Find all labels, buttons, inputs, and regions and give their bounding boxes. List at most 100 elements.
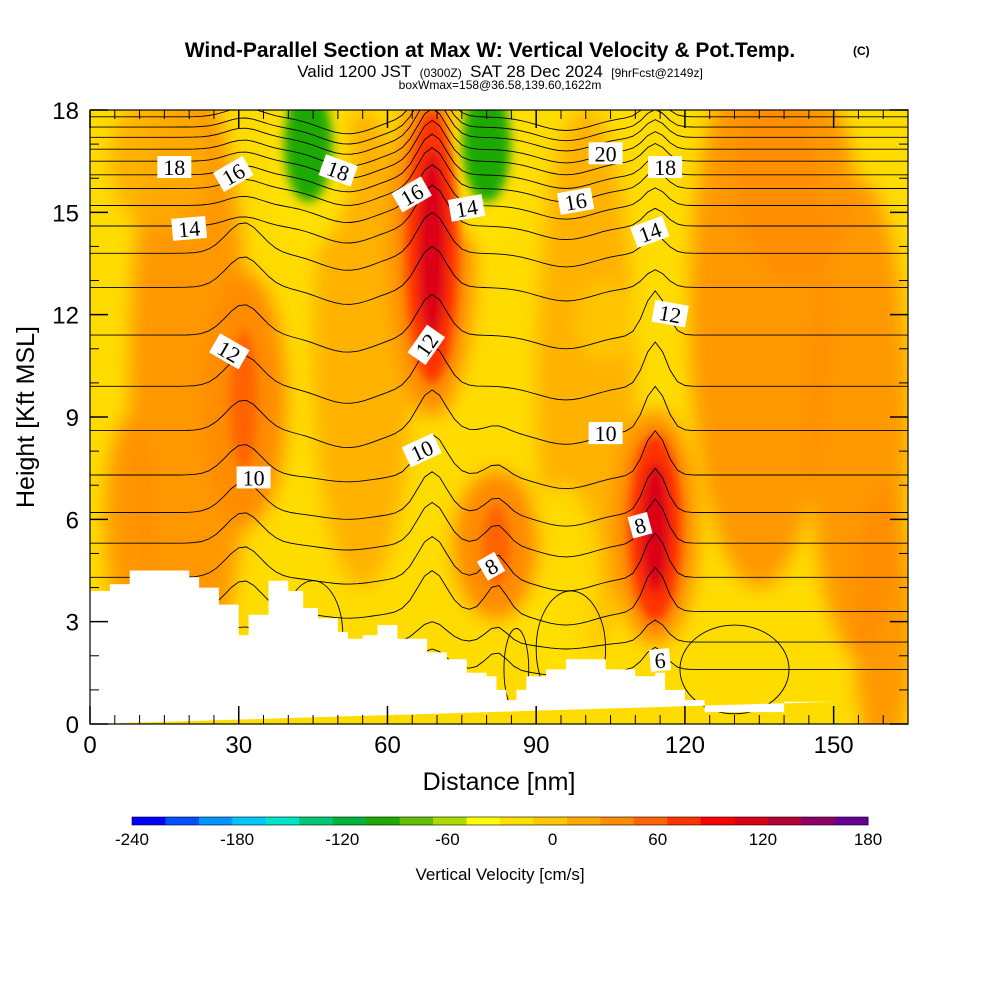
theta-contour-line <box>90 119 908 179</box>
field-cell <box>853 485 908 724</box>
x-tick-label: 60 <box>374 732 401 759</box>
colorbar-swatch <box>600 817 635 825</box>
contour-label-box <box>401 433 442 468</box>
theta-contour-line <box>90 467 908 527</box>
x-tick-label: 120 <box>665 732 705 759</box>
contour-label: 18 <box>157 155 192 180</box>
chart-subtitle: Valid 1200 JST (0300Z) SAT 28 Dec 2024 [… <box>297 62 703 81</box>
theta-contour-line <box>90 532 908 592</box>
contour-label-box <box>648 156 683 178</box>
contour-label-text: 10 <box>243 465 265 490</box>
colorbar-swatch <box>734 817 769 825</box>
colorbar-swatch <box>700 817 735 825</box>
y-tick-label: 18 <box>52 98 79 125</box>
contour-label-box <box>447 194 486 222</box>
x-tick-label: 30 <box>225 732 252 759</box>
field-cell <box>129 110 249 690</box>
colorbar <box>131 816 869 826</box>
chart-title: Wind-Parallel Section at Max W: Vertical… <box>185 39 796 62</box>
colorbar-swatch <box>834 817 869 825</box>
theta-contour-line <box>90 246 908 305</box>
y-tick-label: 0 <box>66 712 79 739</box>
colorbar-swatch <box>132 817 166 825</box>
contour-label-box <box>318 154 358 187</box>
contour-label-text: 14 <box>177 215 201 242</box>
colorbar-frame <box>131 816 869 826</box>
field-cell <box>104 416 155 622</box>
colorbar-tick-label: 0 <box>548 830 557 849</box>
y-axis-label: Height [Kft MSL] <box>12 326 40 508</box>
theta-contour-line <box>90 110 908 155</box>
colorbar-swatch <box>366 817 401 825</box>
theta-contour-line <box>90 184 908 244</box>
subtitle-utc: (0300Z) <box>420 66 462 80</box>
contour-label-box <box>209 333 250 370</box>
contour-label-box <box>627 512 653 539</box>
contour-label: 20 <box>588 141 623 166</box>
theta-contour-line <box>90 290 908 353</box>
contour-label-box <box>157 156 192 178</box>
field-cell <box>521 485 601 690</box>
subtitle-valid: Valid 1200 JST <box>297 62 411 81</box>
theta-contour-line <box>90 164 908 223</box>
theta-contour-line <box>90 566 908 626</box>
contour-label: 8 <box>476 551 506 581</box>
contour-label: 10 <box>236 465 271 490</box>
contour-label: 16 <box>556 187 595 216</box>
contour-label-text: 12 <box>657 300 683 328</box>
colorbar-swatch <box>466 817 501 825</box>
colorbar-swatch <box>667 817 702 825</box>
vertical-velocity-field <box>104 110 908 724</box>
contour-label: 12 <box>651 299 689 328</box>
y-tick-label: 12 <box>52 303 79 330</box>
colorbar-swatch <box>433 817 468 825</box>
x-tick-label: 150 <box>814 732 854 759</box>
x-tick-label: 0 <box>83 732 96 759</box>
theta-contour-line <box>90 498 908 558</box>
x-axis-label: Distance [nm] <box>423 768 576 796</box>
theta-contour-line <box>90 429 908 490</box>
colorbar-swatch <box>399 817 434 825</box>
colorbar-swatch <box>767 817 802 825</box>
subtitle-fcst: [9hrFcst@2149z] <box>611 66 703 80</box>
contour-label-text: 10 <box>595 421 617 446</box>
title-mark: (C) <box>853 44 870 58</box>
contour-label-box <box>476 551 506 581</box>
contour-label-text: 14 <box>454 194 480 222</box>
colorbar-swatch <box>232 817 267 825</box>
contour-label-text: 18 <box>654 155 676 180</box>
colorbar-swatch <box>801 817 836 825</box>
contour-label-box <box>171 215 208 241</box>
colorbar-swatch <box>332 817 367 825</box>
colorbar-tick-label: 120 <box>749 830 777 849</box>
colorbar-swatch <box>198 817 233 825</box>
colorbar-swatch <box>299 817 334 825</box>
downdraft-core <box>284 110 333 203</box>
axis-tick-labels: 0 30 60 90 120 150 0 3 6 9 12 15 18 <box>52 98 853 759</box>
contour-label: 12 <box>407 324 446 366</box>
y-tick-label: 15 <box>52 200 79 227</box>
field-cell <box>734 110 854 281</box>
axis-ticks <box>89 109 909 725</box>
contour-label-text: 6 <box>653 647 666 673</box>
colorbar-tick-label: -120 <box>325 830 359 849</box>
colorbar-tick-labels: -240 -180 -120 -60 0 60 120 180 <box>115 830 882 849</box>
colorbar-swatch <box>533 817 568 825</box>
contour-label-box <box>213 155 254 192</box>
field-cell <box>313 110 413 588</box>
colorbar-tick-label: 180 <box>854 830 882 849</box>
colorbar-label: Vertical Velocity [cm/s] <box>415 865 584 884</box>
contour-label-text: 20 <box>595 141 617 166</box>
y-tick-label: 3 <box>66 610 79 637</box>
contour-label-text: 16 <box>563 187 589 215</box>
theta-contour-line <box>90 110 908 167</box>
colorbar-tick-label: -180 <box>220 830 254 849</box>
colorbar-swatch <box>566 817 601 825</box>
terrain-mask <box>90 570 834 724</box>
y-tick-label: 6 <box>66 507 79 534</box>
y-tick-label: 9 <box>66 405 79 432</box>
theta-contour-line <box>90 110 908 135</box>
